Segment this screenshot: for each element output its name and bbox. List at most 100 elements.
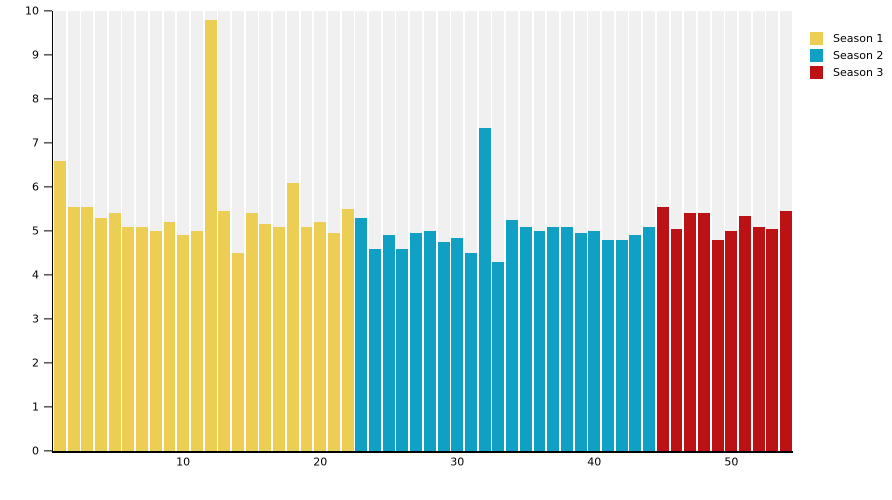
bar-slot (108, 11, 122, 451)
legend-swatch-season-3 (810, 66, 823, 79)
y-axis-tick-label: 10 (25, 4, 39, 18)
bar-slot (464, 11, 478, 451)
bar-slot (122, 11, 136, 451)
y-axis-tick-label: 6 (32, 180, 39, 194)
bar-slot (450, 11, 464, 451)
bar-slot (533, 11, 547, 451)
bar-season-3-x46 (670, 228, 683, 451)
x-axis-tick-label: 30 (450, 455, 465, 469)
background-bar (396, 11, 409, 451)
background-bar (177, 11, 190, 451)
bar-slot (94, 11, 108, 451)
bar-slot (259, 11, 273, 451)
bar-season-2-x26 (396, 248, 409, 451)
legend-row: Season 3 (810, 66, 883, 79)
bar-slot (67, 11, 81, 451)
bar-season-2-x38 (560, 226, 573, 451)
background-bar (711, 11, 724, 451)
bar-season-1-x11 (190, 231, 203, 451)
bar-slot (286, 11, 300, 451)
y-axis-line (51, 11, 53, 453)
legend: Season 1 Season 2 Season 3 (810, 32, 883, 83)
bar-slot (683, 11, 697, 451)
bar-slot (313, 11, 327, 451)
bar-slot (368, 11, 382, 451)
background-bar (492, 11, 505, 451)
x-axis-tick-label: 10 (176, 455, 191, 469)
bar-season-2-x43 (629, 235, 642, 451)
bar-season-2-x24 (369, 248, 381, 451)
bar-slot (560, 11, 574, 451)
bar-season-3-x54 (780, 211, 793, 451)
y-axis-tick (44, 186, 52, 188)
bar-slot (354, 11, 368, 451)
background-bar (437, 11, 450, 451)
bar-slot (437, 11, 451, 451)
bar-season-2-x41 (602, 239, 614, 451)
y-axis-tick-label: 2 (32, 356, 39, 370)
x-axis-tick-label: 50 (724, 455, 739, 469)
bar-slot (711, 11, 725, 451)
bar-season-1-x20 (314, 222, 327, 451)
bar-season-3-x50 (725, 231, 738, 451)
bar-season-2-x35 (519, 226, 532, 451)
background-bar (629, 11, 642, 451)
bar-season-1-x2 (67, 206, 80, 451)
bar-slot (519, 11, 533, 451)
background-bar (369, 11, 381, 451)
bar-season-2-x28 (423, 231, 436, 451)
bar-slot (423, 11, 437, 451)
bar-slot (245, 11, 259, 451)
legend-row: Season 2 (810, 49, 883, 62)
background-bar (464, 11, 477, 451)
bar-slot (478, 11, 492, 451)
bars-group (53, 11, 793, 451)
y-axis-tick-label: 4 (32, 268, 39, 282)
y-axis-tick (44, 10, 52, 12)
bar-slot (642, 11, 656, 451)
bar-season-2-x39 (574, 233, 587, 451)
bar-season-1-x7 (136, 226, 149, 451)
legend-swatch-season-2 (810, 49, 823, 62)
bar-slot (766, 11, 780, 451)
bar-season-1-x6 (122, 226, 135, 451)
background-bar (410, 11, 423, 451)
bar-slot (656, 11, 670, 451)
y-axis-tick-label: 0 (32, 444, 39, 458)
background-bar (451, 11, 464, 451)
bar-season-1-x1 (53, 160, 66, 451)
bar-slot (300, 11, 314, 451)
y-axis-tick (44, 274, 52, 276)
bar-season-2-x33 (492, 261, 505, 451)
bar-slot (204, 11, 218, 451)
bar-season-3-x45 (656, 206, 669, 451)
bar-slot (272, 11, 286, 451)
bar-season-2-x27 (410, 233, 423, 451)
bar-season-1-x13 (218, 211, 231, 451)
bar-season-1-x9 (163, 222, 176, 451)
bar-slot (149, 11, 163, 451)
bar-slot (546, 11, 560, 451)
bar-slot (190, 11, 204, 451)
bar-season-3-x53 (766, 228, 779, 451)
bar-season-2-x23 (355, 217, 368, 451)
bar-season-2-x32 (478, 127, 491, 451)
bar-slot (176, 11, 190, 451)
bar-season-2-x34 (506, 220, 519, 451)
bar-slot (396, 11, 410, 451)
background-bar (382, 11, 395, 451)
legend-label: Season 2 (833, 49, 884, 62)
bar-season-1-x19 (300, 226, 313, 451)
y-axis-tick (44, 54, 52, 56)
y-axis-tick (44, 362, 52, 364)
y-axis-tick-label: 1 (32, 400, 39, 414)
bar-season-2-x36 (533, 231, 546, 451)
legend-label: Season 1 (833, 32, 884, 45)
bar-season-1-x8 (149, 231, 162, 451)
bar-slot (601, 11, 615, 451)
bar-season-2-x31 (464, 253, 477, 451)
bar-slot (752, 11, 766, 451)
bar-season-1-x3 (81, 206, 94, 451)
y-axis-tick-label: 8 (32, 92, 39, 106)
bar-slot (409, 11, 423, 451)
